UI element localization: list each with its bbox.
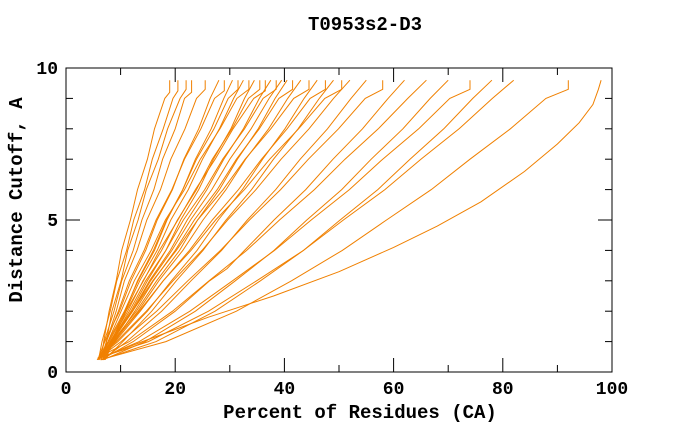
curve-line (101, 80, 326, 358)
y-axis-label: Distance Cutoff, A (6, 97, 28, 303)
curve-line (100, 80, 569, 361)
curve-line (105, 80, 266, 359)
curve-line (99, 80, 471, 359)
curve-line (97, 79, 255, 361)
y-tick-label: 10 (36, 60, 58, 80)
curve-line (100, 79, 405, 361)
curve-line (99, 79, 427, 358)
x-tick-label: 80 (492, 380, 514, 400)
curve-line (98, 80, 602, 359)
curve-line (103, 80, 187, 360)
curve-line (104, 80, 294, 358)
curve-layer (96, 79, 602, 361)
x-axis-label: Percent of Residues (CA) (223, 402, 497, 424)
curve-line (102, 80, 206, 359)
chart-title: T0953s2-D3 (308, 14, 422, 36)
x-tick-label: 20 (164, 380, 186, 400)
x-tick-label: 0 (61, 380, 72, 400)
curve-line (97, 79, 318, 359)
curve-line (97, 79, 515, 359)
y-tick-label: 5 (47, 212, 58, 232)
x-tick-label: 100 (596, 380, 628, 400)
y-tick-label: 0 (47, 364, 58, 384)
curve-line (103, 79, 334, 361)
curve-line (102, 79, 449, 361)
curve-line (99, 80, 193, 357)
tick-layer: 0 20 40 60 80 100 0 5 10 (36, 60, 628, 400)
curve-line (102, 80, 250, 359)
x-tick-label: 40 (274, 380, 296, 400)
curve-line (97, 80, 384, 359)
curve-line (101, 79, 493, 361)
curve-line (102, 80, 310, 361)
curve-line (101, 80, 261, 358)
curve-line (100, 80, 343, 359)
curve-line (98, 79, 351, 358)
curve-line (101, 80, 225, 357)
x-tick-label: 60 (383, 380, 405, 400)
curve-line (101, 79, 367, 361)
curve-line (99, 79, 244, 358)
curve-line (101, 80, 171, 360)
curve-line (99, 79, 302, 359)
curve-line (103, 80, 277, 358)
curve-line (98, 80, 179, 359)
